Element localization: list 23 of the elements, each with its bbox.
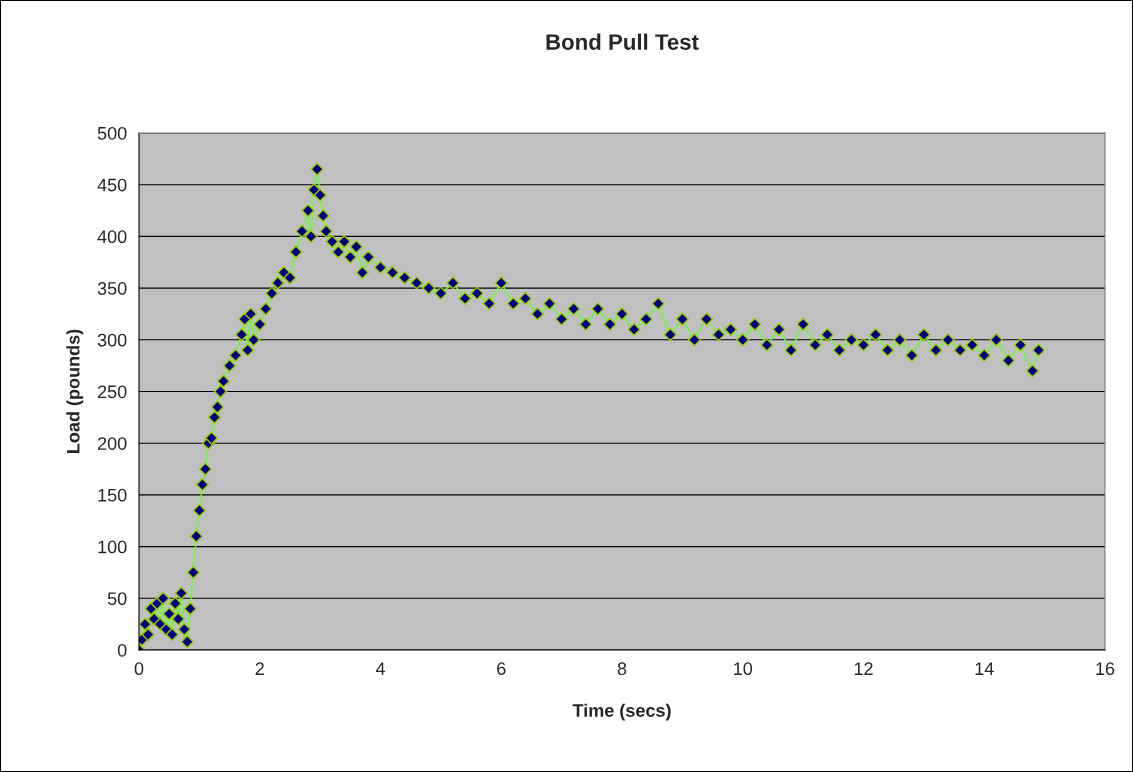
y-tick-label: 100 <box>98 540 127 554</box>
y-tick-label: 250 <box>97 385 127 399</box>
x-tick-label: 12 <box>854 662 873 675</box>
y-tick-label: 450 <box>97 178 127 192</box>
x-tick-label: 6 <box>497 662 506 676</box>
x-tick-label: 8 <box>617 662 627 676</box>
y-tick-label: 200 <box>97 437 127 450</box>
x-tick-label: 10 <box>734 662 753 676</box>
y-tick-label: 500 <box>97 126 127 140</box>
x-tick-label: 0 <box>134 662 144 676</box>
chart-title: Bond Pull Test <box>546 33 699 50</box>
x-axis-title: Time (secs) <box>572 703 671 721</box>
y-axis-title: Load (pounds) <box>66 329 84 453</box>
y-tick-label: 350 <box>97 282 127 295</box>
x-tick-label: 4 <box>375 662 385 675</box>
y-tick-label: 300 <box>97 333 127 347</box>
y-tick-label: 50 <box>107 592 127 606</box>
y-tick-label: 400 <box>97 230 127 244</box>
x-tick-label: 16 <box>1096 662 1115 676</box>
y-tick-label: 150 <box>98 488 127 502</box>
y-tick-label: 0 <box>117 643 127 657</box>
x-tick-label: 2 <box>255 662 264 675</box>
x-tick-label: 14 <box>975 662 994 675</box>
